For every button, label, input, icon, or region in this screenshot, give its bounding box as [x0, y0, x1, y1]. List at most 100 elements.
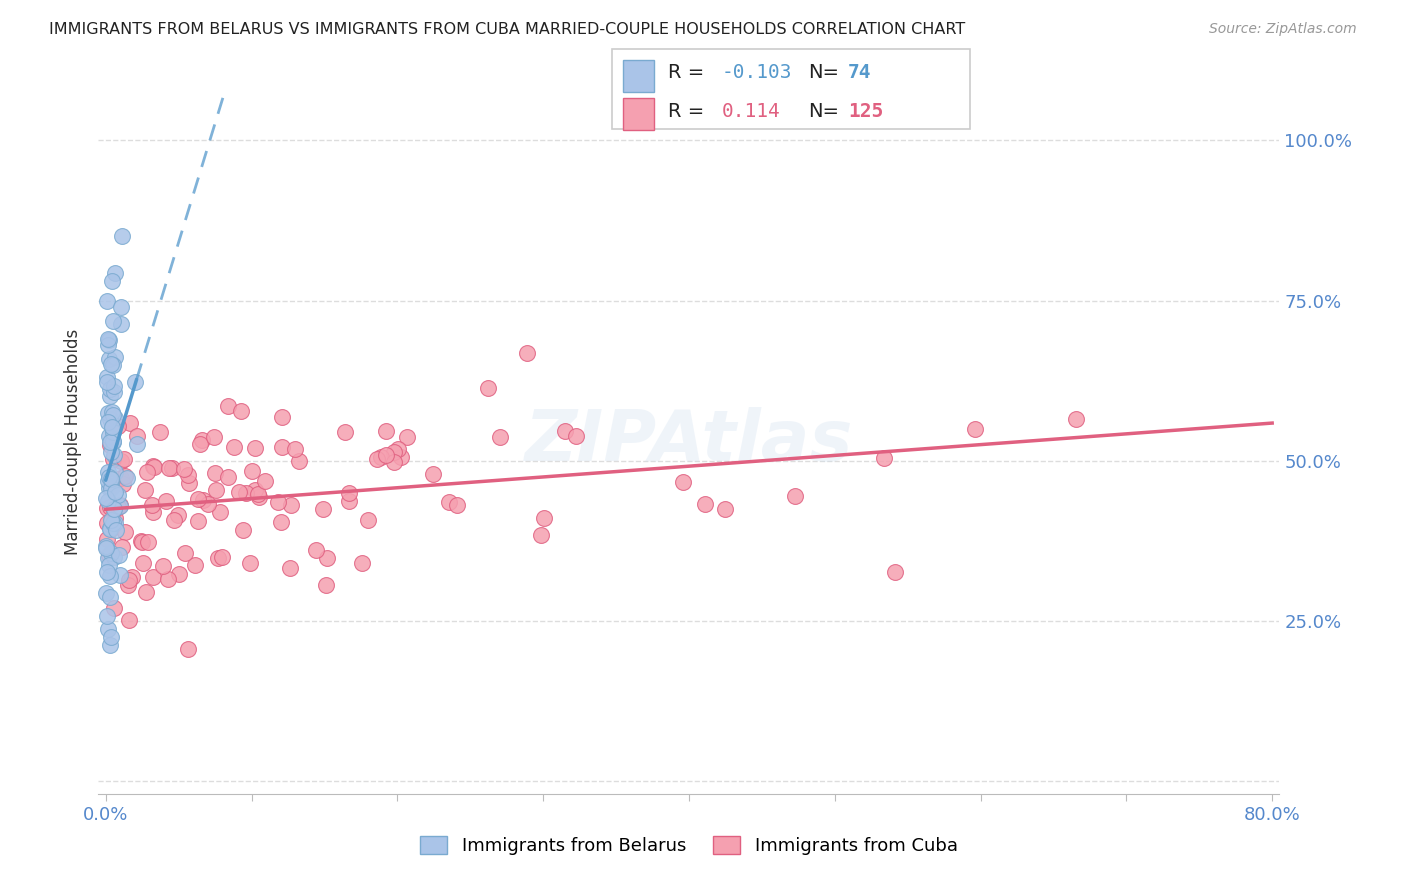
Point [112, 451, 135, 466]
Point [714, 501, 737, 516]
Point [101, 516, 124, 531]
Point [222, 440, 245, 454]
Point [114, 524, 136, 539]
Point [209, 505, 232, 519]
Point [98, 352, 121, 367]
Point [103, 452, 125, 467]
Point [316, 551, 339, 566]
Point [101, 425, 124, 439]
Point [278, 561, 301, 575]
Point [117, 578, 139, 592]
Text: N=: N= [808, 102, 839, 120]
Point [671, 475, 693, 489]
Point [118, 573, 141, 587]
Point [152, 558, 174, 573]
Point [98, 438, 121, 452]
Point [103, 601, 125, 615]
Point [97, 332, 120, 346]
Point [339, 485, 361, 500]
Point [98, 389, 121, 403]
Point [173, 462, 195, 476]
Point [267, 495, 290, 509]
Point [288, 454, 311, 468]
Point [98, 383, 121, 397]
Point [873, 450, 896, 465]
Point [103, 502, 125, 516]
Point [305, 542, 328, 557]
Point [104, 411, 127, 425]
Point [253, 475, 276, 489]
Point [135, 584, 157, 599]
Point [100, 482, 122, 496]
Y-axis label: Married-couple Households: Married-couple Households [65, 328, 83, 555]
Point [217, 470, 239, 484]
Point [107, 500, 129, 514]
Point [115, 471, 138, 485]
Point [134, 483, 156, 497]
Point [437, 495, 460, 509]
Point [97, 415, 120, 429]
Point [228, 484, 250, 499]
Point [533, 511, 555, 525]
Point [366, 451, 388, 466]
Point [101, 314, 124, 328]
Point [205, 483, 228, 497]
Point [97, 548, 120, 562]
Point [97, 494, 120, 508]
Point [135, 465, 157, 479]
Point [217, 399, 239, 413]
Point [100, 357, 122, 371]
Point [131, 534, 153, 549]
Point [384, 445, 406, 459]
Point [97, 469, 120, 483]
Point [240, 465, 263, 479]
Point [312, 502, 335, 516]
Text: Source: ZipAtlas.com: Source: ZipAtlas.com [1209, 22, 1357, 37]
Text: 125: 125 [848, 102, 883, 120]
Point [271, 440, 294, 454]
Point [101, 435, 124, 450]
Point [422, 467, 444, 481]
Point [389, 450, 412, 464]
Text: R =: R = [668, 63, 710, 82]
Point [270, 410, 292, 425]
Point [98, 412, 121, 426]
Point [177, 468, 200, 483]
Point [243, 483, 266, 497]
Point [96, 501, 118, 516]
Point [100, 522, 122, 536]
Point [114, 469, 136, 483]
Point [117, 613, 139, 627]
Point [191, 433, 214, 447]
Point [96, 609, 118, 624]
Point [98, 429, 121, 443]
Point [101, 434, 124, 449]
Point [104, 465, 127, 479]
Point [121, 570, 143, 584]
Point [96, 541, 118, 555]
Point [108, 498, 131, 512]
Point [97, 622, 120, 636]
Point [149, 425, 172, 439]
Point [110, 499, 132, 513]
Point [96, 516, 118, 530]
Point [235, 486, 257, 500]
Point [239, 556, 262, 570]
Point [97, 558, 120, 573]
Point [396, 430, 419, 444]
Point [177, 475, 200, 490]
Point [104, 350, 127, 364]
Point [98, 435, 121, 450]
Point [315, 578, 337, 592]
Point [207, 551, 229, 566]
Point [270, 515, 292, 529]
Point [110, 454, 132, 468]
Point [785, 489, 807, 503]
Point [554, 424, 576, 438]
Point [166, 508, 188, 522]
Point [101, 408, 124, 422]
Point [118, 417, 141, 431]
Point [142, 505, 165, 519]
Point [177, 642, 200, 657]
Text: IMMIGRANTS FROM BELARUS VS IMMIGRANTS FROM CUBA MARRIED-COUPLE HOUSEHOLDS CORREL: IMMIGRANTS FROM BELARUS VS IMMIGRANTS FR… [49, 22, 966, 37]
